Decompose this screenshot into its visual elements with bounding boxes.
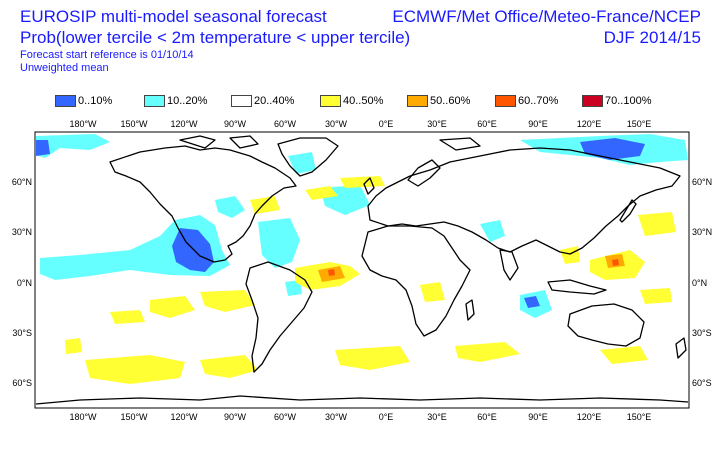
legend-swatch <box>144 95 165 107</box>
lat-label: 60°S <box>12 378 32 388</box>
lat-label: 0°N <box>692 278 707 288</box>
lon-label: 60°W <box>274 412 297 422</box>
shading-blue <box>36 138 645 308</box>
legend-swatch <box>231 95 252 107</box>
legend-swatch <box>582 95 603 107</box>
forecast-start-note: Forecast start reference is 01/10/14 <box>20 49 194 61</box>
legend-label: 20..40% <box>254 95 295 107</box>
coast-north-america <box>109 145 297 263</box>
lon-label: 90°W <box>224 412 247 422</box>
legend-item: 0..10% <box>55 94 112 108</box>
legend-item: 50..60% <box>407 94 470 108</box>
lon-label: 120°E <box>577 412 602 422</box>
legend-swatch <box>407 95 428 107</box>
coast-south-america <box>245 261 313 373</box>
producers-label: ECMWF/Met Office/Meteo-France/NCEP <box>392 7 701 26</box>
lon-label: 120°E <box>577 119 602 129</box>
legend-swatch <box>495 95 516 107</box>
lat-label: 30°N <box>12 227 32 237</box>
legend-item: 10..20% <box>144 94 207 108</box>
coast-africa <box>361 225 471 337</box>
legend-item: 60..70% <box>495 94 558 108</box>
lat-label: 30°S <box>12 328 32 338</box>
lon-label: 30°W <box>325 119 348 129</box>
coast-japan <box>619 199 637 223</box>
lon-labels-bottom: 180°W 150°W 120°W 90°W 60°W 30°W 0°E 30°… <box>69 412 651 422</box>
lat-label: 0°N <box>17 278 32 288</box>
lon-label: 30°E <box>427 119 447 129</box>
lon-label: 60°E <box>477 412 497 422</box>
lat-labels-left: 60°N 30°N 0°N 30°S 60°S <box>12 177 32 388</box>
lon-label: 180°W <box>69 412 97 422</box>
legend-item: 70..100% <box>582 94 651 108</box>
lon-label: 0°E <box>379 412 394 422</box>
lat-label: 30°N <box>692 227 712 237</box>
lon-label: 30°W <box>325 412 348 422</box>
lon-label: 90°E <box>528 412 548 422</box>
legend-swatch <box>320 95 341 107</box>
legend-item: 40..50% <box>320 94 383 108</box>
coast-new-zealand <box>675 337 687 359</box>
lon-label: 60°E <box>477 119 497 129</box>
shading-yellow <box>65 176 676 384</box>
lon-label: 180°W <box>69 119 97 129</box>
legend-item: 20..40% <box>231 94 294 108</box>
coast-madagascar <box>465 299 475 321</box>
lat-label: 30°S <box>692 328 712 338</box>
legend-label: 70..100% <box>605 95 652 107</box>
coast-australia <box>567 303 645 347</box>
lon-label: 120°W <box>170 412 198 422</box>
lon-label: 90°E <box>528 119 548 129</box>
coast-arctic-islands <box>179 135 481 151</box>
legend-label: 60..70% <box>518 95 559 107</box>
lon-label: 150°E <box>627 119 652 129</box>
lon-label: 30°E <box>427 412 447 422</box>
lat-label: 60°S <box>692 378 712 388</box>
lon-label: 60°W <box>274 119 297 129</box>
coast-india <box>499 249 519 281</box>
legend-label: 0..10% <box>78 95 113 107</box>
map-title: EUROSIP multi-model seasonal forecast <box>20 7 327 26</box>
averaging-note: Unweighted mean <box>20 62 109 74</box>
lon-label: 0°E <box>379 119 394 129</box>
coast-uk <box>363 177 375 195</box>
season-label: DJF 2014/15 <box>603 28 701 47</box>
lon-label: 150°E <box>627 412 652 422</box>
lon-label: 150°W <box>120 412 148 422</box>
coast-eurasia <box>367 147 681 255</box>
lat-label: 60°N <box>692 177 712 187</box>
lon-label: 90°W <box>224 119 247 129</box>
lon-label: 120°W <box>170 119 198 129</box>
shading-orange <box>318 254 625 282</box>
coast-scandinavia <box>407 159 441 187</box>
lon-label: 150°W <box>120 119 148 129</box>
coast-indonesia <box>547 279 607 295</box>
lon-labels-top: 180°W 150°W 120°W 90°W 60°W 30°W 0°E 30°… <box>69 119 651 129</box>
coastlines <box>35 135 689 405</box>
lat-labels-right: 60°N 30°N 0°N 30°S 60°S <box>692 177 712 388</box>
legend-label: 10..20% <box>167 95 208 107</box>
legend-label: 40..50% <box>343 95 384 107</box>
legend-swatch <box>55 95 76 107</box>
legend-label: 50..60% <box>430 95 471 107</box>
map-variable-title: Prob(lower tercile < 2m temperature < up… <box>20 28 411 47</box>
coast-antarctica <box>35 395 689 405</box>
coast-greenland <box>277 137 339 177</box>
lat-label: 60°N <box>12 177 32 187</box>
